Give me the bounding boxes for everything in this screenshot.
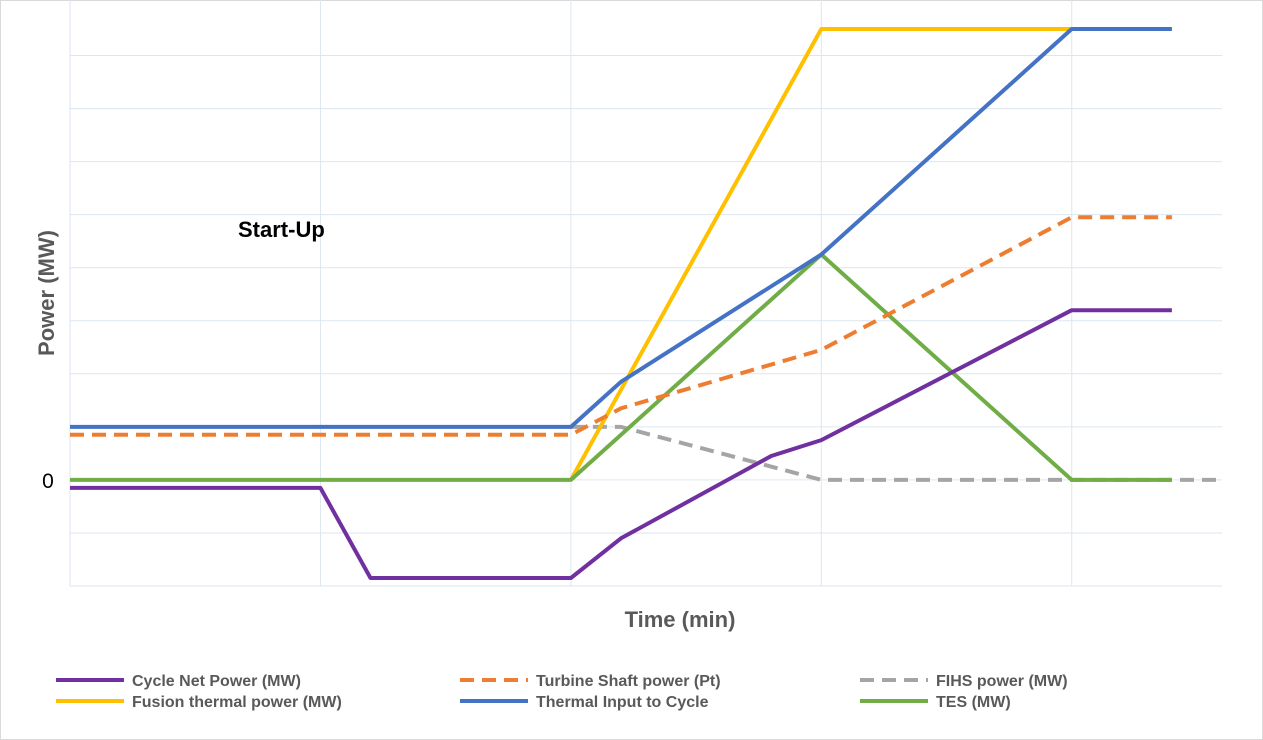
series-line bbox=[569, 27, 1072, 481]
legend-label: Thermal Input to Cycle bbox=[536, 694, 709, 711]
series-layer bbox=[70, 27, 1222, 580]
legend-label: TES (MW) bbox=[936, 694, 1011, 711]
y-axis-ticks: 0 bbox=[42, 470, 54, 493]
y-tick-label: 0 bbox=[42, 470, 54, 493]
legend: Cycle Net Power (MW) Turbine Shaft power … bbox=[56, 673, 1068, 711]
legend-label: FIHS power (MW) bbox=[936, 673, 1068, 690]
series-line bbox=[70, 215, 1172, 437]
legend-label: Turbine Shaft power (Pt) bbox=[536, 673, 721, 690]
legend-label: Fusion thermal power (MW) bbox=[132, 694, 342, 711]
series-line bbox=[70, 27, 1172, 429]
series-line bbox=[570, 424, 1222, 482]
legend-label: Cycle Net Power (MW) bbox=[132, 673, 301, 690]
start-up-annotation: Start-Up bbox=[238, 217, 325, 242]
x-axis-label: Time (min) bbox=[625, 607, 736, 632]
y-axis-label: Power (MW) bbox=[34, 230, 59, 356]
series-line bbox=[70, 308, 1172, 580]
